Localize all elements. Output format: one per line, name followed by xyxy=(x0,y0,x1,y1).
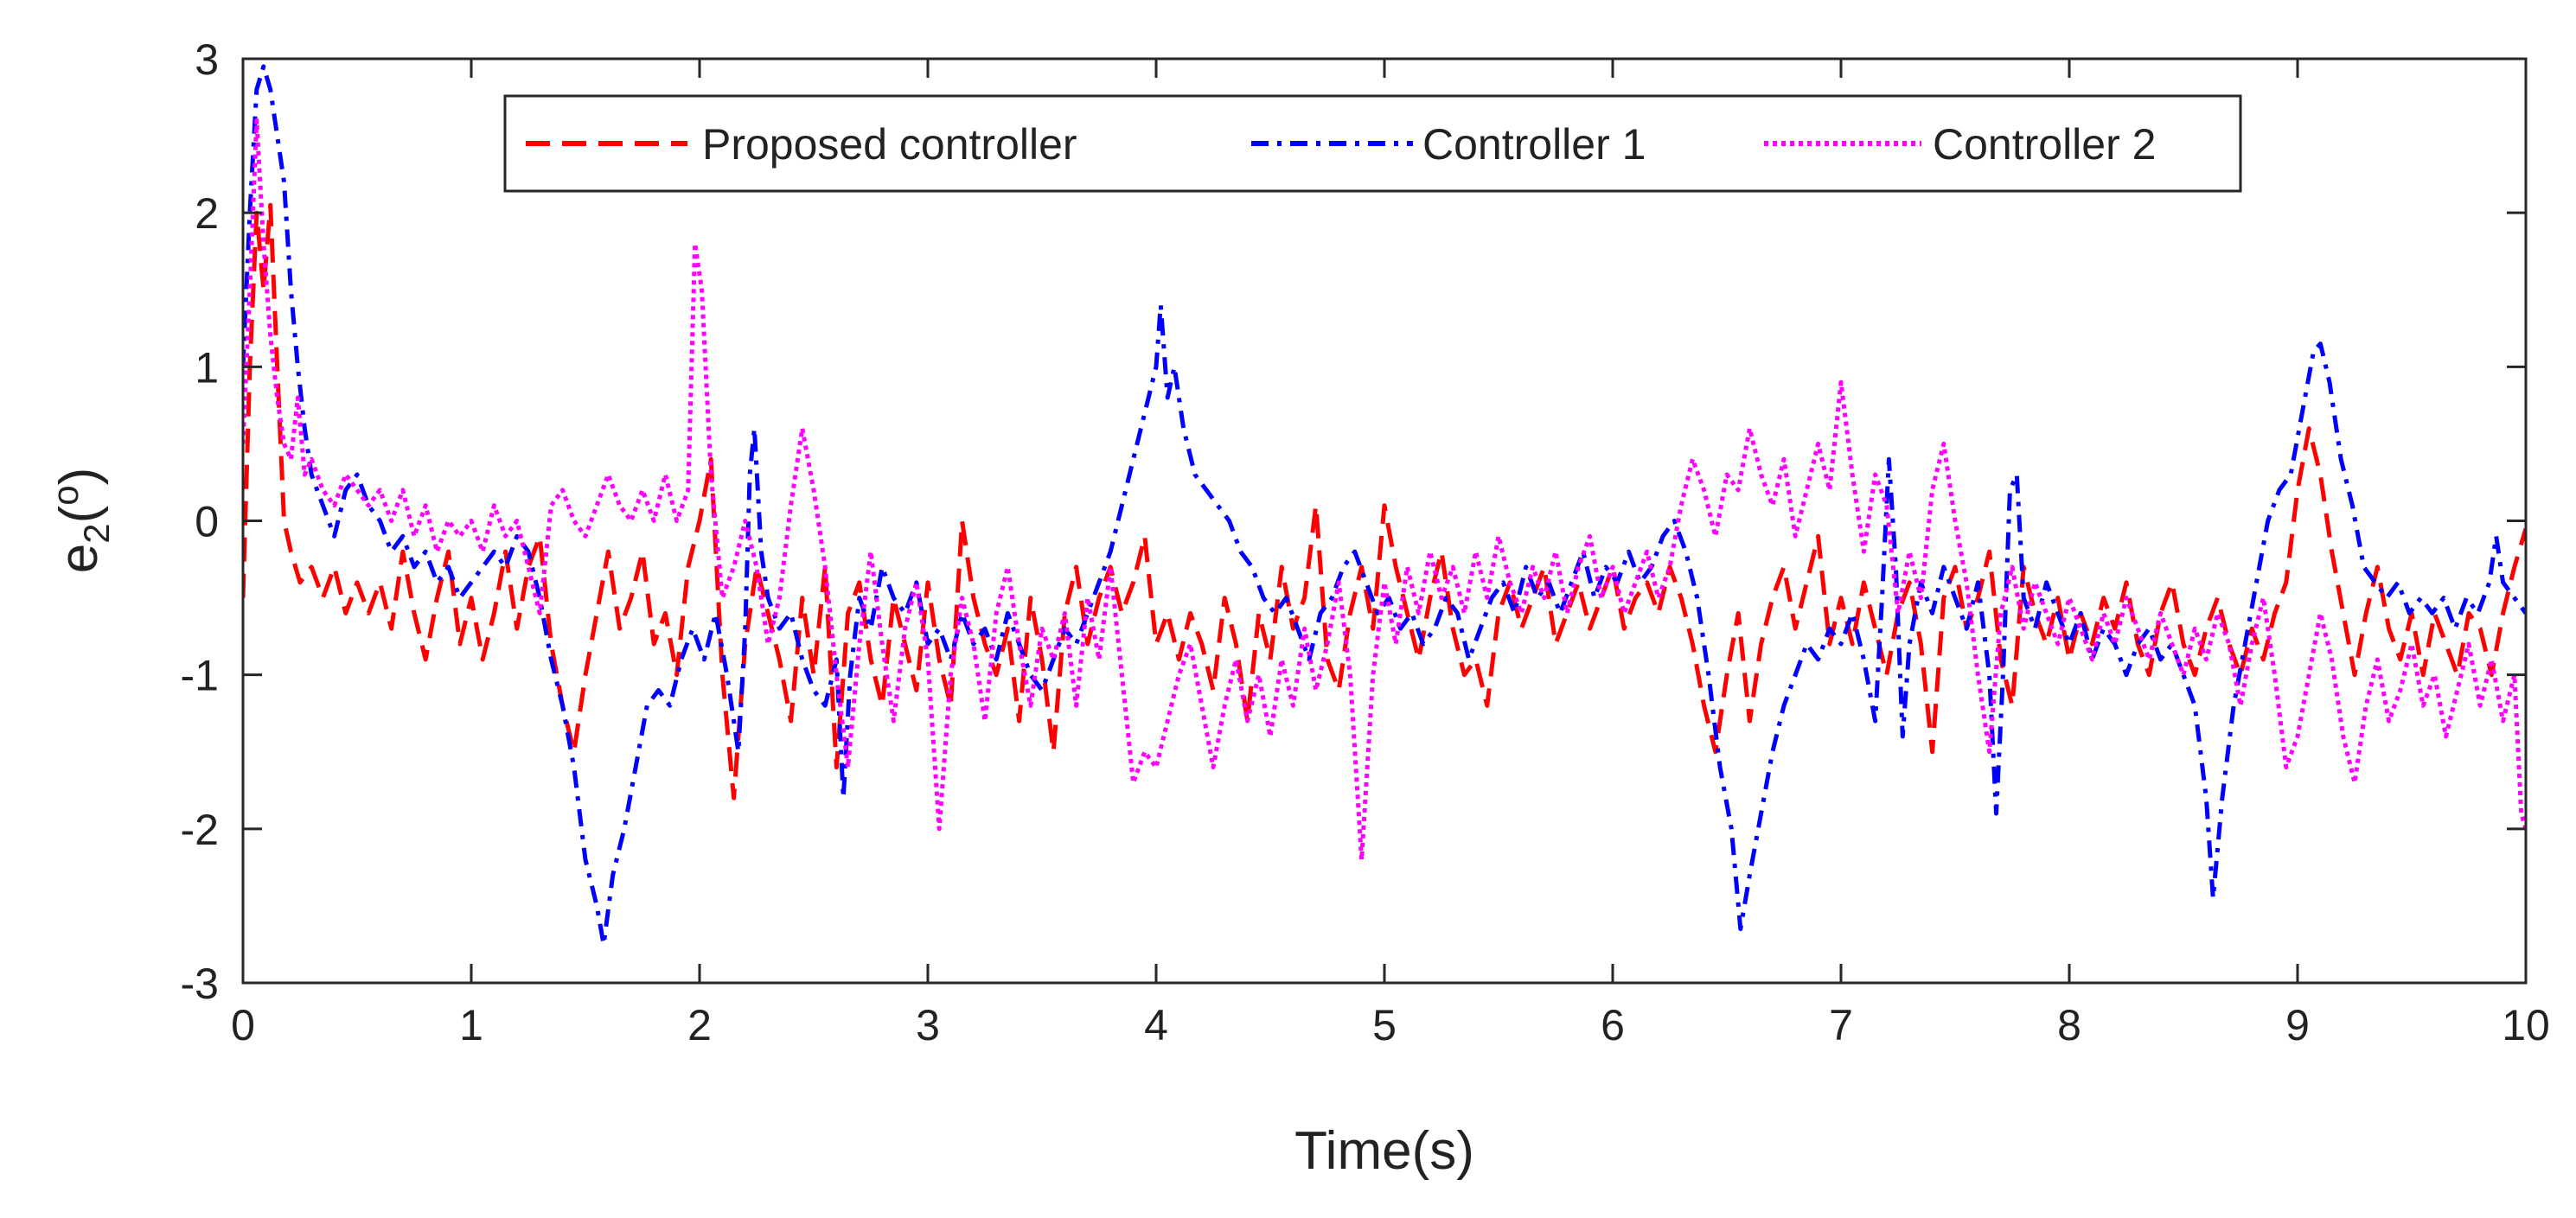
y-axis-label-superscript: o xyxy=(45,485,86,505)
y-axis-label-close: ) xyxy=(49,468,109,486)
legend: Proposed controller Controller 1 Control… xyxy=(503,94,2242,193)
y-axis-label-open: ( xyxy=(49,505,109,523)
x-tick-label: 9 xyxy=(2285,1001,2310,1049)
x-tick-label: 1 xyxy=(459,1001,483,1049)
y-axis: -3 -2 -1 0 1 2 3 xyxy=(181,35,2526,1008)
x-tick-label: 0 xyxy=(231,1001,255,1049)
x-tick-label: 2 xyxy=(687,1001,712,1049)
y-tick-label: 1 xyxy=(195,343,219,392)
y-tick-label: 2 xyxy=(195,189,219,238)
y-axis-label: e2(o) xyxy=(45,468,117,574)
x-axis-label: Time(s) xyxy=(1294,1121,1474,1181)
x-axis: 0 1 2 3 4 5 6 7 8 9 10 xyxy=(231,59,2550,1049)
series-layer xyxy=(243,64,2526,947)
y-tick-label: -1 xyxy=(181,652,219,700)
legend-label-controller-1: Controller 1 xyxy=(1422,120,1646,169)
x-tick-label: 4 xyxy=(1144,1001,1168,1049)
x-tick-label: 5 xyxy=(1372,1001,1397,1049)
x-tick-label: 8 xyxy=(2057,1001,2081,1049)
series-line-controller-2 xyxy=(243,118,2526,862)
x-tick-label: 6 xyxy=(1601,1001,1625,1049)
legend-label-controller-2: Controller 2 xyxy=(1933,120,2156,169)
x-tick-label: 10 xyxy=(2502,1001,2550,1049)
y-tick-label: -3 xyxy=(181,960,219,1008)
y-tick-label: 3 xyxy=(195,35,219,84)
x-tick-label: 3 xyxy=(916,1001,940,1049)
y-tick-label: 0 xyxy=(195,498,219,546)
x-tick-label: 7 xyxy=(1829,1001,1853,1049)
series-line-proposed-controller xyxy=(243,202,2526,800)
y-axis-label-subscript: 2 xyxy=(76,523,117,543)
legend-label-proposed-controller: Proposed controller xyxy=(702,120,1077,169)
y-tick-label: -2 xyxy=(181,806,219,854)
y-axis-label-base: e xyxy=(49,544,109,573)
